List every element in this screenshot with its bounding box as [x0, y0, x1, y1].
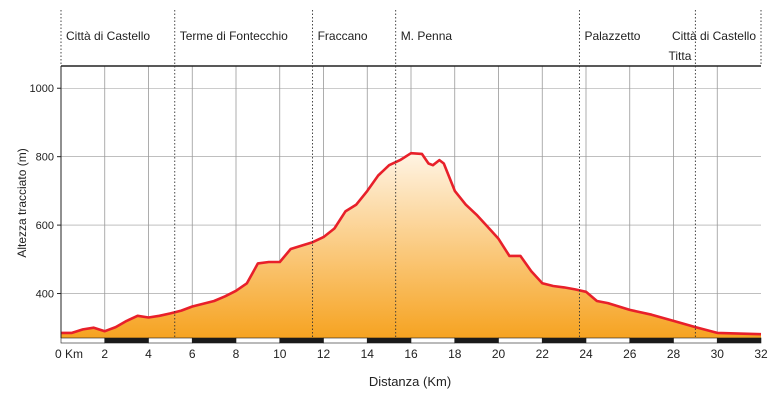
scale-bar-segment: [629, 337, 674, 344]
waypoint-label: Palazzetto: [584, 29, 640, 43]
x-axis-title: Distanza (Km): [369, 374, 451, 389]
x-tick-label: 22: [536, 347, 550, 361]
x-tick-label: 12: [317, 347, 331, 361]
waypoint-label: Terme di Fontecchio: [180, 29, 288, 43]
scale-bar-segment: [279, 337, 324, 344]
tick-labels: 0 Km 2 4 6 8 10 12 14 16 18 20 22 24 26 28 30 3240060080…: [30, 83, 768, 361]
axes: [60, 65, 762, 344]
y-axis-title: Altezza tracciato (m): [15, 148, 29, 257]
x-tick-label: 16: [404, 347, 418, 361]
scale-bar-segment: [60, 337, 106, 344]
profile-line: [61, 151, 762, 336]
scale-bar-segment: [148, 337, 193, 344]
profile-fill: [61, 153, 761, 338]
scale-bar-segment: [498, 337, 543, 344]
x-tick-label: 18: [448, 347, 462, 361]
waypoint-label: Fraccano: [318, 29, 368, 43]
scale-bar-segment: [366, 337, 412, 344]
waypoint-label: Città di Castello: [66, 29, 150, 43]
x-tick-label: 20: [492, 347, 506, 361]
scale-bar-segment: [585, 337, 631, 344]
waypoint-label: M. Penna: [401, 29, 453, 43]
x-tick-label: 6: [189, 347, 196, 361]
waypoint-label: Città di Castello: [672, 29, 756, 43]
x-tick-label: 2: [101, 347, 108, 361]
profile-area: [61, 151, 762, 338]
x-tick-label: 30: [711, 347, 725, 361]
y-tick-label: 800: [36, 152, 54, 164]
scale-bar-segment: [410, 337, 456, 344]
scale-bar-segment: [454, 337, 499, 344]
x-tick-label: 28: [667, 347, 681, 361]
scale-bar-segment: [104, 337, 149, 344]
scale-bar-segment: [716, 337, 762, 344]
x-tick-label: 24: [579, 347, 593, 361]
scale-bar-segment: [541, 337, 587, 344]
x-tick-label: 32: [754, 347, 768, 361]
x-tick-label: 26: [623, 347, 637, 361]
x-tick-label: 14: [361, 347, 375, 361]
y-tick-label: 600: [36, 220, 54, 232]
y-tick-label: 400: [36, 289, 54, 301]
scale-bar-segment: [323, 337, 368, 344]
waypoint-label: Titta: [668, 49, 691, 63]
scale-bar-segment: [673, 337, 718, 344]
waypoint-labels: Città di Castello Terme di Fontecchio Frac…: [60, 10, 762, 338]
scale-bar-segment: [191, 337, 237, 344]
y-tick-label: 1000: [30, 83, 54, 95]
x-tick-label: 8: [233, 347, 240, 361]
x-tick-label: 0 Km: [55, 347, 83, 361]
x-tick-label: 10: [273, 347, 287, 361]
scale-bar-segment: [235, 337, 281, 344]
x-tick-label: 4: [145, 347, 152, 361]
